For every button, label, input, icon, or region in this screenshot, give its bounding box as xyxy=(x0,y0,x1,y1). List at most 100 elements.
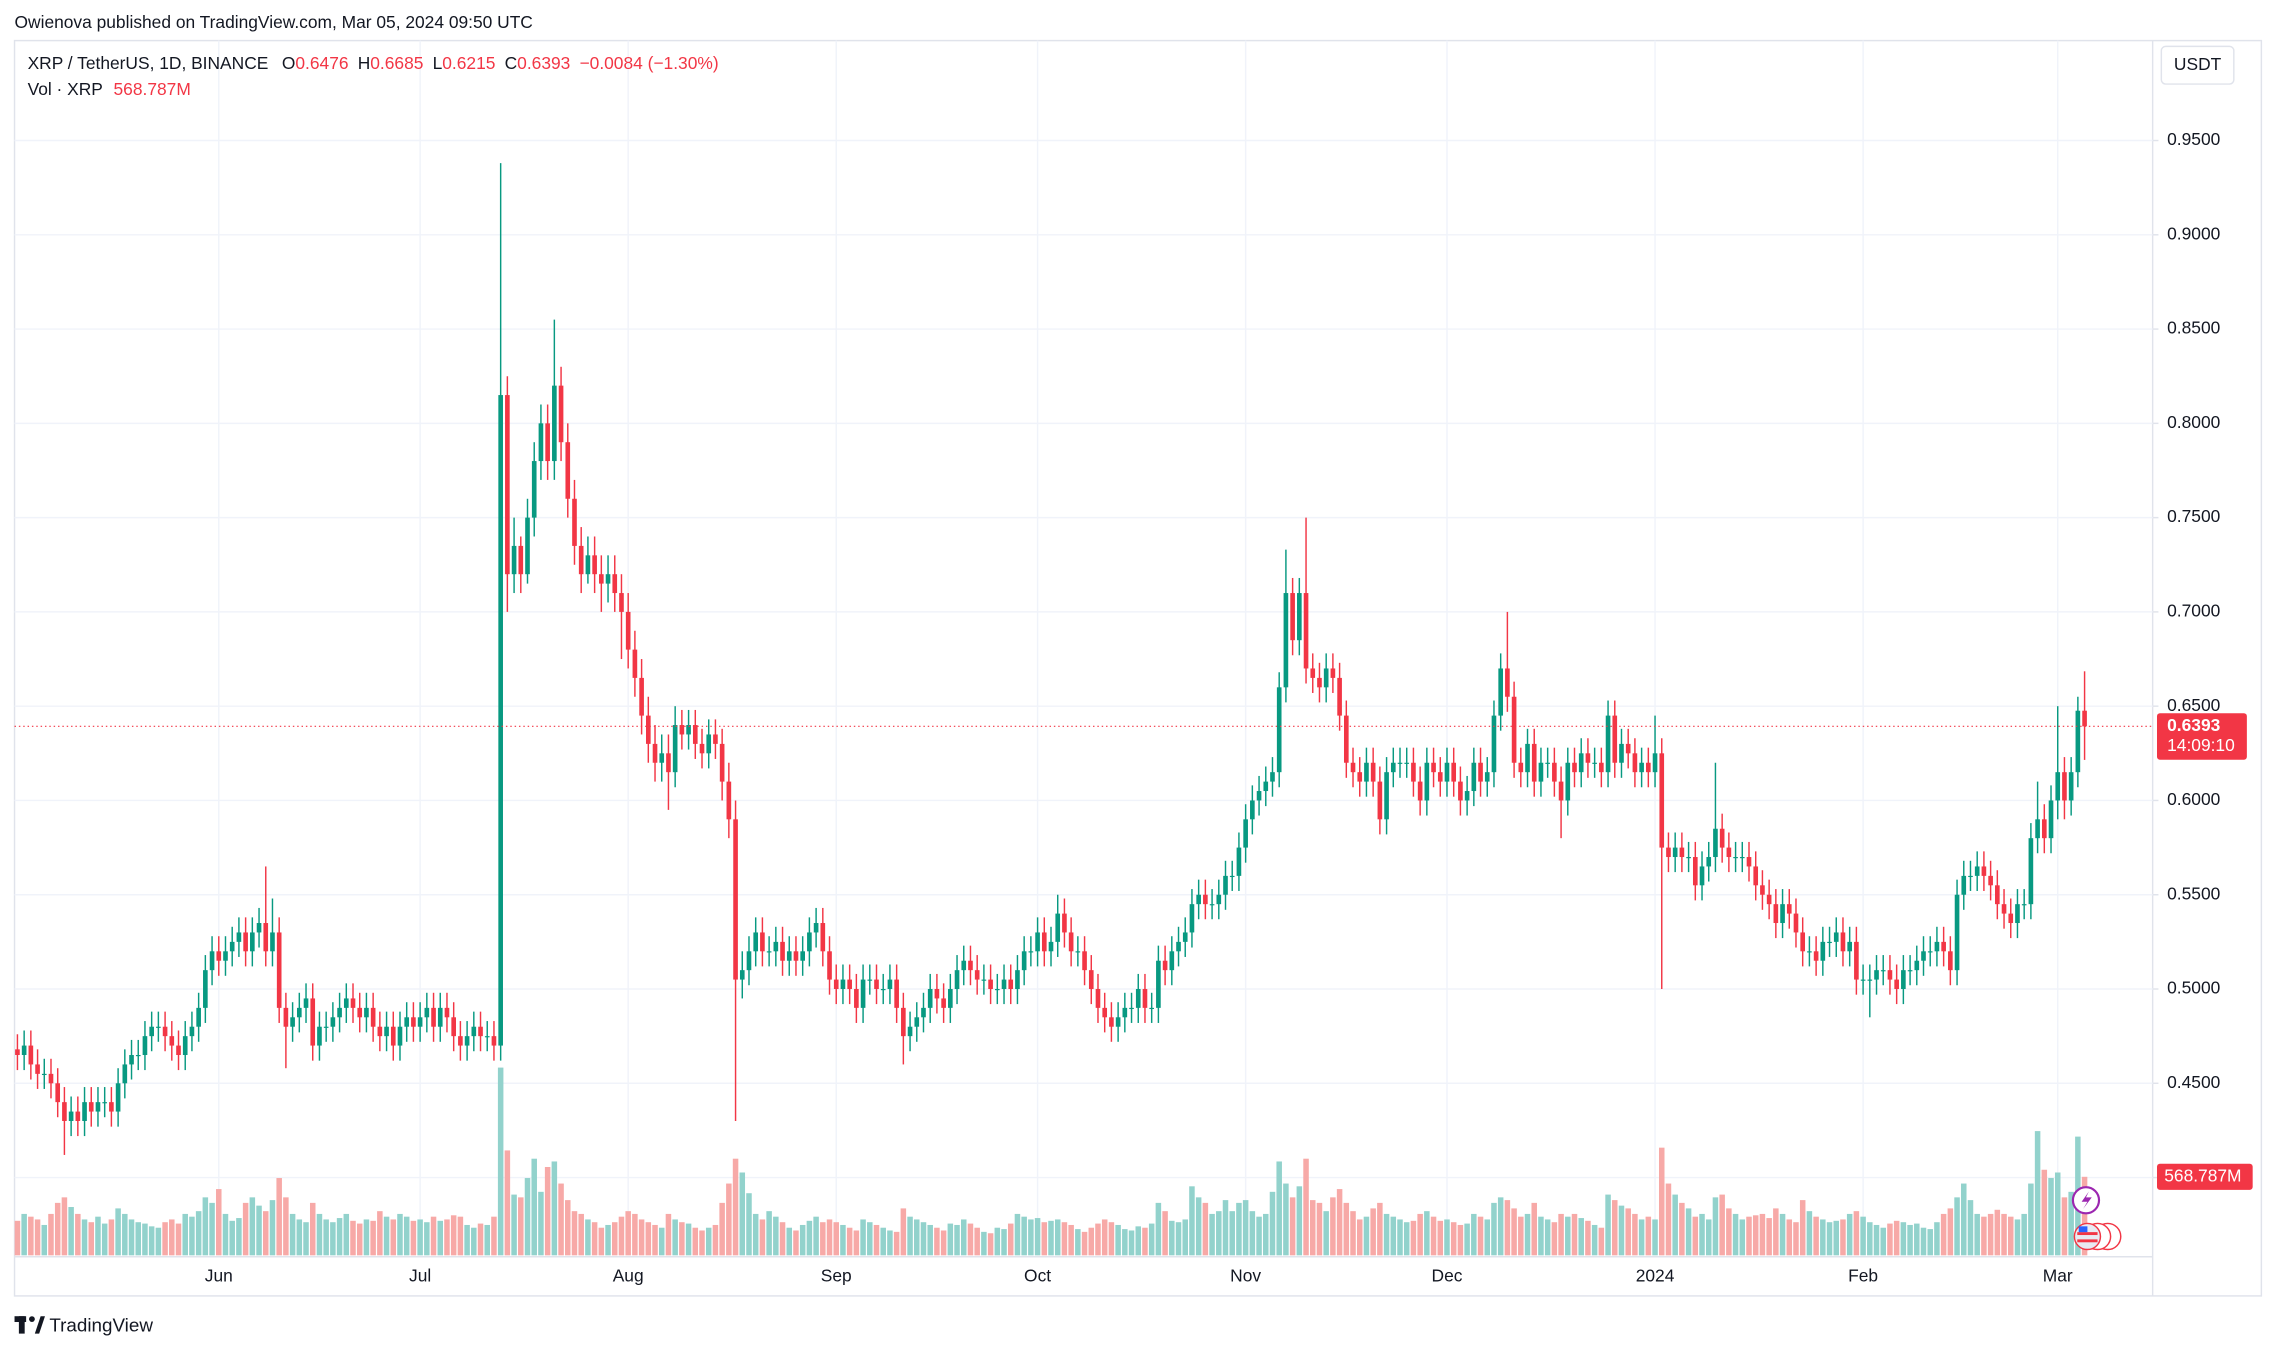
volume-bar xyxy=(1820,1219,1826,1256)
candle-body xyxy=(981,979,987,981)
candle-body xyxy=(256,923,262,933)
y-tick-label: 0.8000 xyxy=(2167,412,2220,432)
volume-bar xyxy=(229,1220,235,1256)
volume-bar xyxy=(48,1213,54,1256)
candle-body xyxy=(404,1017,410,1027)
candle-body xyxy=(974,970,980,980)
indicator-icons xyxy=(2071,1186,2122,1251)
volume-bar xyxy=(1766,1218,1772,1256)
volume-bar xyxy=(1101,1219,1108,1256)
volume-bar xyxy=(1249,1211,1256,1256)
volume-bar xyxy=(2061,1197,2068,1256)
candle-body xyxy=(464,1036,470,1046)
volume-bar xyxy=(182,1213,188,1256)
candle-body xyxy=(941,998,946,1008)
volume-bar xyxy=(1222,1200,1229,1256)
candle-body xyxy=(1001,979,1007,990)
candle-body xyxy=(2041,819,2047,839)
legend-open: 0.6476 xyxy=(295,52,348,72)
volume-bar xyxy=(195,1211,202,1256)
volume-bar xyxy=(652,1224,658,1256)
candle-body xyxy=(1424,762,1430,801)
volume-bar xyxy=(638,1219,645,1256)
candle-body xyxy=(632,649,638,678)
candle-body xyxy=(659,753,665,763)
volume-bar xyxy=(679,1222,685,1256)
volume-bar xyxy=(1202,1202,1209,1256)
currency-button[interactable] xyxy=(2160,45,2235,85)
candle-body xyxy=(1854,941,1859,980)
candle-body xyxy=(531,461,537,518)
volume-bar xyxy=(1974,1213,1980,1256)
volume-bar xyxy=(162,1222,168,1256)
candle-body xyxy=(478,1026,483,1037)
currency-label[interactable]: USDT xyxy=(2174,54,2222,74)
candle-body xyxy=(1800,932,1806,952)
candle-body xyxy=(1901,970,1906,990)
candle-body xyxy=(1390,762,1396,773)
volume-bar xyxy=(14,1220,21,1256)
volume-bar xyxy=(135,1222,141,1256)
candle-body xyxy=(1028,951,1034,953)
volume-bar xyxy=(1752,1215,1759,1256)
candle-body xyxy=(1713,828,1718,858)
volume-bar xyxy=(1652,1219,1658,1256)
candle-body xyxy=(1786,904,1792,914)
candle-body xyxy=(1887,970,1893,980)
candle-body xyxy=(1276,687,1282,773)
candle-body xyxy=(317,1026,322,1046)
volume-bar xyxy=(820,1222,826,1256)
volume-bar xyxy=(28,1216,34,1256)
candle-body xyxy=(1115,1017,1121,1027)
candle-body xyxy=(35,1064,40,1074)
candle-body xyxy=(384,1026,389,1037)
volume-bar xyxy=(927,1224,933,1256)
candle-body xyxy=(599,574,604,584)
candle-body xyxy=(236,932,242,942)
candle-body xyxy=(1417,781,1423,801)
volume-bar xyxy=(1638,1219,1645,1256)
volume-bar xyxy=(1746,1216,1752,1256)
candle-body xyxy=(1954,894,1960,971)
volume-bar xyxy=(1497,1197,1504,1256)
candle-body xyxy=(1135,989,1141,1008)
volume-bar xyxy=(1887,1223,1893,1256)
volume-bar xyxy=(491,1216,497,1256)
volume-bar xyxy=(1021,1216,1027,1256)
candle-body xyxy=(1216,894,1222,905)
volume-bar xyxy=(1403,1222,1410,1256)
candle-body xyxy=(894,979,899,1008)
volume-bar xyxy=(967,1223,974,1256)
volume-bar xyxy=(605,1224,611,1256)
volume-bar xyxy=(544,1166,551,1256)
candle-body xyxy=(766,951,772,953)
candle-body xyxy=(437,1007,443,1027)
candle-body xyxy=(1149,1007,1154,1010)
volume-bar xyxy=(867,1222,873,1256)
x-tick-label: Jun xyxy=(205,1266,233,1286)
candle-body xyxy=(1706,857,1712,867)
volume-bar xyxy=(457,1216,464,1256)
volume-bar xyxy=(1303,1158,1309,1256)
candle-body xyxy=(1760,885,1765,895)
candle-body xyxy=(290,1017,295,1027)
volume-bar xyxy=(1826,1222,1833,1256)
candle-body xyxy=(424,1007,430,1018)
candle-body xyxy=(330,1017,336,1027)
volume-bar xyxy=(934,1227,940,1256)
x-tick-label: Aug xyxy=(613,1266,644,1286)
y-tick-label: 0.7500 xyxy=(2167,506,2220,526)
volume-bar xyxy=(1779,1213,1786,1256)
volume-bar xyxy=(142,1223,148,1256)
publisher-line: Owienova published on TradingView.com, M… xyxy=(15,12,533,32)
x-tick-label: Dec xyxy=(1432,1266,1463,1286)
candle-body xyxy=(2062,772,2067,801)
candle-body xyxy=(860,979,866,1008)
volume-bar xyxy=(1276,1161,1282,1256)
volume-bar xyxy=(947,1223,954,1256)
candle-body xyxy=(652,743,658,763)
candle-body xyxy=(558,385,564,443)
candle-body xyxy=(1330,668,1336,678)
volume-bar xyxy=(1148,1223,1155,1256)
price-tag-value: 0.6393 xyxy=(2167,715,2220,735)
